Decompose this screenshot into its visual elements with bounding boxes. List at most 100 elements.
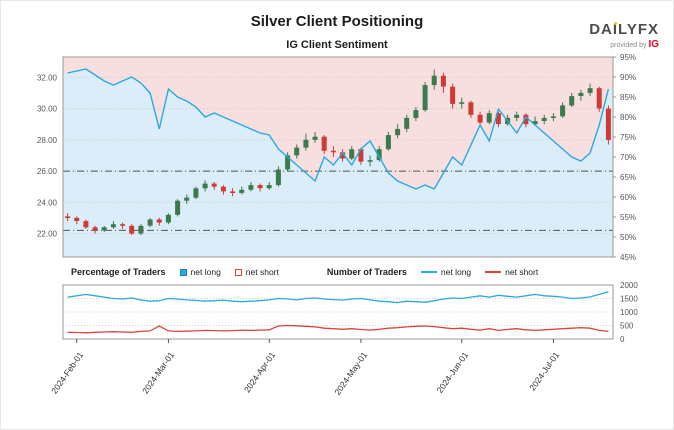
count-axis-label: 500 bbox=[620, 322, 634, 331]
candle-body bbox=[367, 160, 373, 162]
candle-body bbox=[422, 85, 428, 111]
net-long-line-swatch-icon bbox=[420, 271, 437, 273]
candle-body bbox=[312, 136, 318, 140]
candle-body bbox=[275, 169, 281, 186]
candle-body bbox=[294, 147, 300, 156]
ig-logo: IG bbox=[648, 39, 659, 50]
percent-axis-label: 75% bbox=[620, 133, 636, 142]
candle-body bbox=[495, 113, 501, 125]
x-axis-labels: 2024-Feb-01 2024-Mar-01 2024-Apr-01 2024-Ma… bbox=[1, 347, 673, 429]
legend-count-net-short: net short bbox=[485, 267, 538, 277]
percent-axis-label: 70% bbox=[620, 153, 636, 162]
count-axis-label: 0 bbox=[620, 335, 625, 344]
candle-body bbox=[129, 225, 135, 234]
page-title: Silver Client Positioning bbox=[250, 13, 424, 30]
count-axis-label: 1000 bbox=[620, 308, 638, 317]
percent-axis-label: 60% bbox=[620, 193, 636, 202]
candle-body bbox=[110, 224, 116, 228]
count-net-long-line bbox=[67, 291, 609, 304]
candle-body bbox=[330, 150, 336, 153]
net-short-region-fill bbox=[63, 57, 613, 189]
price-axis-label: 30.00 bbox=[37, 105, 58, 114]
candle-body bbox=[92, 227, 98, 231]
candle-body bbox=[211, 183, 217, 187]
candle-body bbox=[450, 86, 456, 104]
candle-body bbox=[468, 102, 474, 115]
candle-body bbox=[321, 136, 327, 151]
count-net-short-label: net short bbox=[505, 267, 539, 277]
sentiment-net-long-line bbox=[67, 68, 610, 190]
x-tick-label: 2024-May-01 bbox=[332, 350, 370, 397]
dailyfx-brand: DAILYFX bbox=[589, 21, 659, 38]
percent-axis-label: 85% bbox=[620, 93, 636, 102]
candle-body bbox=[193, 188, 199, 198]
legend-pct-net-long: net long bbox=[179, 267, 221, 277]
candle-body bbox=[147, 219, 153, 226]
candle-body bbox=[101, 227, 107, 231]
candle-body bbox=[596, 88, 602, 109]
candle-body bbox=[404, 117, 410, 129]
candle-body bbox=[523, 114, 529, 125]
legend-percentage-title: Percentage of Traders bbox=[71, 267, 166, 277]
candle-body bbox=[257, 185, 263, 189]
candle-body bbox=[120, 224, 126, 226]
candle-body bbox=[477, 114, 483, 123]
candle-body bbox=[532, 121, 538, 125]
trader-count-chart: 0 500 1000 1500 2000 bbox=[62, 281, 638, 344]
percent-axis-label: 95% bbox=[620, 53, 636, 62]
candle-body bbox=[165, 214, 171, 223]
legend-count-net-long: net long bbox=[420, 267, 472, 277]
candle-body bbox=[560, 105, 566, 117]
candle-body bbox=[138, 225, 144, 234]
net-short-label: net short bbox=[245, 267, 279, 277]
percent-axis-label: 80% bbox=[620, 113, 636, 122]
candle-body bbox=[248, 185, 254, 190]
candle-body bbox=[440, 75, 446, 87]
chart-subtitle: IG Client Sentiment bbox=[286, 39, 388, 51]
count-axis-label: 1500 bbox=[620, 295, 638, 304]
percent-axis-label: 65% bbox=[620, 173, 636, 182]
plot-frame bbox=[62, 284, 614, 340]
count-net-long-label: net long bbox=[440, 267, 472, 277]
candle-body bbox=[349, 149, 355, 159]
net-long-swatch-icon bbox=[179, 268, 187, 276]
percent-axis-label: 55% bbox=[620, 213, 636, 222]
candle-body bbox=[220, 186, 226, 192]
percent-axis-label: 50% bbox=[620, 233, 636, 242]
count-net-short-line bbox=[67, 324, 609, 334]
price-axis-label: 26.00 bbox=[37, 167, 58, 176]
candle-body bbox=[550, 116, 556, 118]
candle-body bbox=[431, 75, 437, 86]
candle-body bbox=[376, 149, 382, 161]
net-short-line-swatch-icon bbox=[485, 271, 502, 273]
candle-body bbox=[385, 135, 391, 150]
candle-body bbox=[486, 113, 492, 123]
candle-body bbox=[395, 128, 401, 136]
price-axis-label: 32.00 bbox=[37, 73, 58, 82]
logo-dot-icon bbox=[614, 22, 618, 25]
x-tick-label: 2024-Jul-01 bbox=[527, 350, 562, 393]
price-sentiment-chart: 22.00 24.00 26.00 28.00 30.00 32.00 45% 50% 55% 6… bbox=[37, 53, 636, 262]
x-tick-label: 2024-Apr-01 bbox=[242, 350, 278, 395]
price-axis-label: 24.00 bbox=[37, 198, 58, 207]
candle-body bbox=[74, 217, 80, 221]
percent-axis-label: 45% bbox=[620, 253, 636, 262]
chart-legend: Percentage of Traders net long net short… bbox=[71, 264, 673, 280]
net-long-label: net long bbox=[190, 267, 221, 277]
candle-body bbox=[340, 152, 346, 159]
price-axis-label: 28.00 bbox=[37, 136, 58, 145]
candle-body bbox=[358, 149, 364, 162]
legend-number-title: Number of Traders bbox=[326, 267, 407, 277]
candle-body bbox=[285, 155, 291, 170]
candle-body bbox=[569, 96, 575, 106]
candle-body bbox=[202, 183, 208, 189]
candle-body bbox=[605, 108, 611, 140]
candle-body bbox=[230, 191, 236, 193]
candle-body bbox=[184, 197, 190, 201]
x-tick-label: 2024-Feb-01 bbox=[48, 350, 85, 396]
count-axis-label: 2000 bbox=[620, 281, 638, 290]
net-long-region-fill bbox=[63, 69, 613, 257]
provided-by: provided by IG bbox=[589, 39, 659, 50]
candle-body bbox=[303, 139, 309, 148]
